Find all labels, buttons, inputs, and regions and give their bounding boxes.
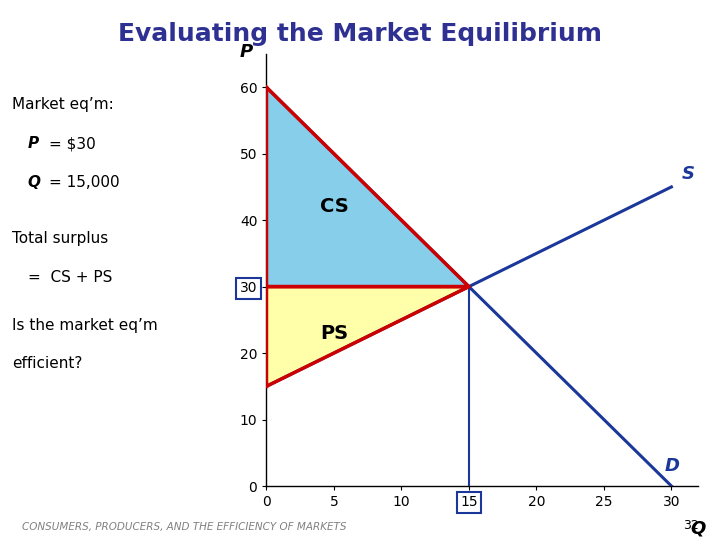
Text: efficient?: efficient? [12, 356, 83, 372]
Text: Evaluating the Market Equilibrium: Evaluating the Market Equilibrium [118, 22, 602, 45]
Text: Q: Q [690, 519, 705, 537]
Text: Market eq’m:: Market eq’m: [12, 97, 114, 112]
Text: = $30: = $30 [49, 136, 96, 151]
Text: S: S [683, 165, 696, 183]
Polygon shape [266, 87, 469, 287]
Text: Is the market eq’m: Is the market eq’m [12, 318, 158, 333]
Polygon shape [266, 287, 469, 386]
Text: D: D [665, 457, 680, 475]
Text: CONSUMERS, PRODUCERS, AND THE EFFICIENCY OF MARKETS: CONSUMERS, PRODUCERS, AND THE EFFICIENCY… [22, 522, 346, 532]
Text: =  CS + PS: = CS + PS [28, 270, 112, 285]
Text: 32: 32 [683, 519, 698, 532]
Text: Q: Q [28, 175, 41, 190]
Text: = 15,000: = 15,000 [49, 175, 120, 190]
Text: PS: PS [320, 323, 348, 343]
Text: P: P [240, 43, 253, 60]
Text: CS: CS [320, 197, 348, 217]
Text: P: P [28, 136, 39, 151]
Text: Total surplus: Total surplus [12, 231, 109, 246]
